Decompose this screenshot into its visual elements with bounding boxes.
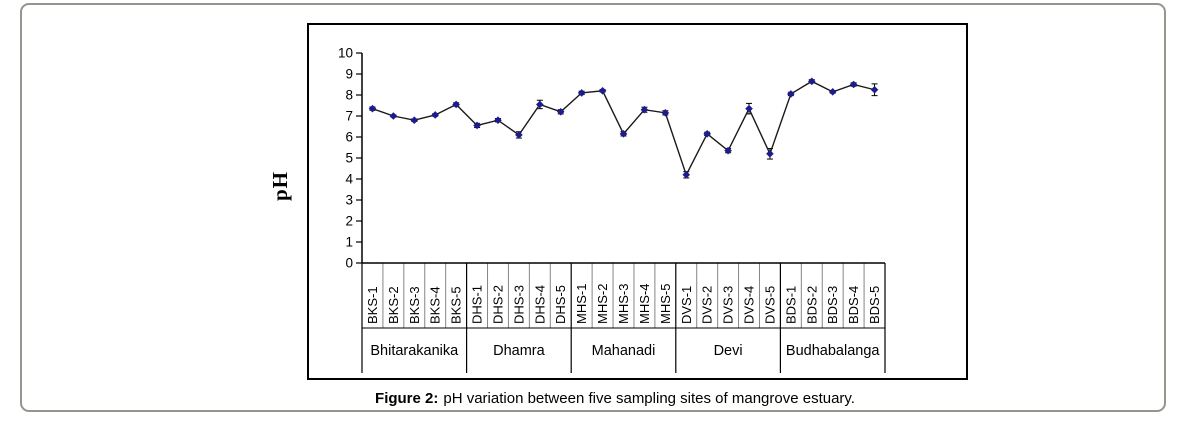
chart-frame: 0 1 2 3 4 5 6 7 8 9 10 BKS-1 BKS-2 BKS-3 BKS-4 BKS-5 DHS…	[307, 23, 968, 380]
category-label: MHS-4	[637, 284, 652, 324]
data-point-marker	[682, 171, 691, 179]
y-tick-label: 3	[345, 193, 353, 208]
group-label: Mahanadi	[592, 343, 656, 359]
category-label: BKS-4	[428, 286, 443, 324]
data-point-marker	[870, 85, 879, 94]
data-point-marker	[598, 87, 607, 95]
data-point-marker	[368, 104, 377, 113]
category-label: DVS-1	[679, 286, 694, 324]
y-tick-label: 6	[345, 130, 353, 145]
category-label: MHS-5	[658, 284, 673, 324]
category-label: MHS-3	[616, 284, 631, 324]
ph-line-chart: 0 1 2 3 4 5 6 7 8 9 10 BKS-1 BKS-2 BKS-3 BKS-4 BKS-5 DHS…	[338, 46, 886, 373]
category-label: BKS-2	[386, 286, 401, 324]
figure-caption-label: Figure 2:	[375, 390, 439, 407]
y-tick-label: 0	[345, 256, 353, 271]
data-point-marker	[536, 100, 544, 109]
y-tick-label: 4	[345, 172, 353, 187]
data-point-marker	[766, 150, 774, 158]
category-label: BKS-5	[449, 286, 464, 324]
data-point-marker	[515, 131, 523, 139]
data-point-marker	[640, 105, 649, 114]
data-point-marker	[431, 111, 440, 119]
category-label: DHS-2	[490, 285, 505, 324]
series-line	[372, 80, 875, 177]
group-label: Devi	[714, 343, 743, 359]
y-tick-label: 9	[345, 67, 353, 82]
y-axis-title: pH	[267, 171, 292, 202]
data-point-marker	[703, 130, 711, 138]
data-point-marker	[849, 80, 858, 89]
category-label: BDS-2	[804, 286, 819, 324]
data-point-marker	[452, 100, 460, 109]
data-point-marker	[787, 90, 795, 98]
data-point-marker	[410, 116, 419, 124]
y-tick-label: 7	[345, 109, 353, 124]
category-label: BDS-3	[825, 286, 840, 324]
category-label: DHS-5	[553, 285, 568, 324]
category-label: BDS-1	[783, 286, 798, 324]
y-tick-label: 2	[345, 214, 353, 229]
figure-caption: Figure 2: pH variation between five sampl…	[42, 390, 1186, 407]
data-point-marker	[577, 89, 586, 97]
data-point-marker	[724, 146, 732, 155]
y-tick-label: 10	[338, 46, 353, 61]
category-label: MHS-2	[595, 284, 610, 324]
group-label: Budhabalanga	[786, 343, 880, 359]
y-tick-label: 8	[345, 88, 353, 103]
category-label: MHS-1	[574, 284, 589, 324]
group-label: Bhitarakanika	[370, 343, 459, 359]
figure-card: 0 1 2 3 4 5 6 7 8 9 10 BKS-1 BKS-2 BKS-3 BKS-4 BKS-5 DHS…	[20, 3, 1166, 412]
category-label: DVS-3	[721, 286, 736, 324]
y-tick-label: 1	[345, 235, 353, 250]
data-point-marker	[828, 88, 837, 96]
figure-caption-text: pH variation between five sampling sites…	[443, 390, 855, 407]
category-label: BKS-3	[407, 286, 422, 324]
y-tick-label: 5	[345, 151, 353, 166]
category-label: BDS-5	[867, 286, 882, 324]
category-label: DHS-1	[470, 285, 485, 324]
group-label: Dhamra	[493, 343, 546, 359]
data-point-marker	[473, 121, 481, 130]
data-point-marker	[661, 109, 670, 117]
data-point-marker	[807, 77, 816, 86]
data-point-marker	[745, 104, 753, 113]
category-label: DVS-5	[762, 286, 777, 324]
category-label: DHS-4	[532, 285, 547, 324]
category-label: BKS-1	[365, 286, 380, 324]
category-label: BDS-4	[846, 286, 861, 324]
data-point-marker	[494, 116, 502, 124]
category-label: DVS-4	[742, 286, 757, 324]
category-label: DVS-2	[700, 286, 715, 324]
category-label: DHS-3	[511, 285, 526, 324]
data-point-marker	[389, 112, 398, 120]
